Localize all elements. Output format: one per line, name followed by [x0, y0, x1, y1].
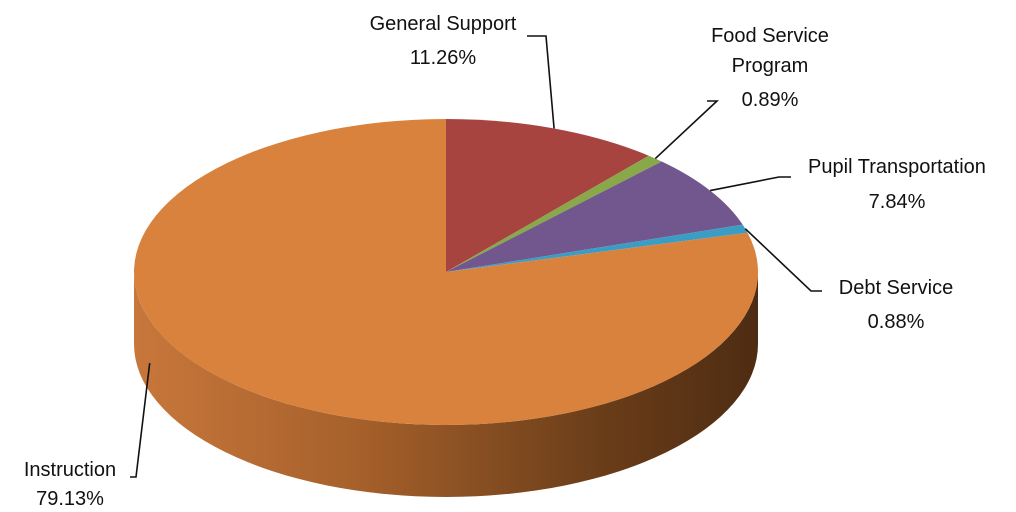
label-food-service-value: 0.89% [742, 89, 799, 111]
slice-general-support [446, 119, 649, 272]
label-pupil-transportation-name: Pupil Transportation [808, 156, 986, 178]
slice-debt-service [446, 224, 748, 272]
slice-food-service-program [446, 155, 662, 272]
leader-line-pupil-transportation [710, 176, 791, 192]
leader-line-food-service-program [654, 100, 720, 160]
label-pupil-transportation-value: 7.84% [869, 191, 926, 213]
label-instruction-name: Instruction [24, 459, 116, 481]
leader-line-instruction [130, 363, 151, 478]
leader-line-debt-service [744, 228, 822, 292]
label-food-service-line1: Food Service [711, 25, 829, 47]
label-food-service-line2: Program [732, 55, 809, 77]
slice-side-instruction [134, 272, 758, 497]
slice-instruction [133, 119, 758, 425]
label-general-support-value: 11.26% [410, 47, 477, 69]
leader-line-general-support [527, 35, 555, 129]
slice-pupil-transportation [446, 161, 743, 272]
label-debt-service-value: 0.88% [868, 311, 925, 333]
label-debt-service-name: Debt Service [839, 277, 954, 299]
label-general-support-name: General Support [370, 13, 517, 35]
label-instruction-value: 79.13% [36, 488, 104, 510]
